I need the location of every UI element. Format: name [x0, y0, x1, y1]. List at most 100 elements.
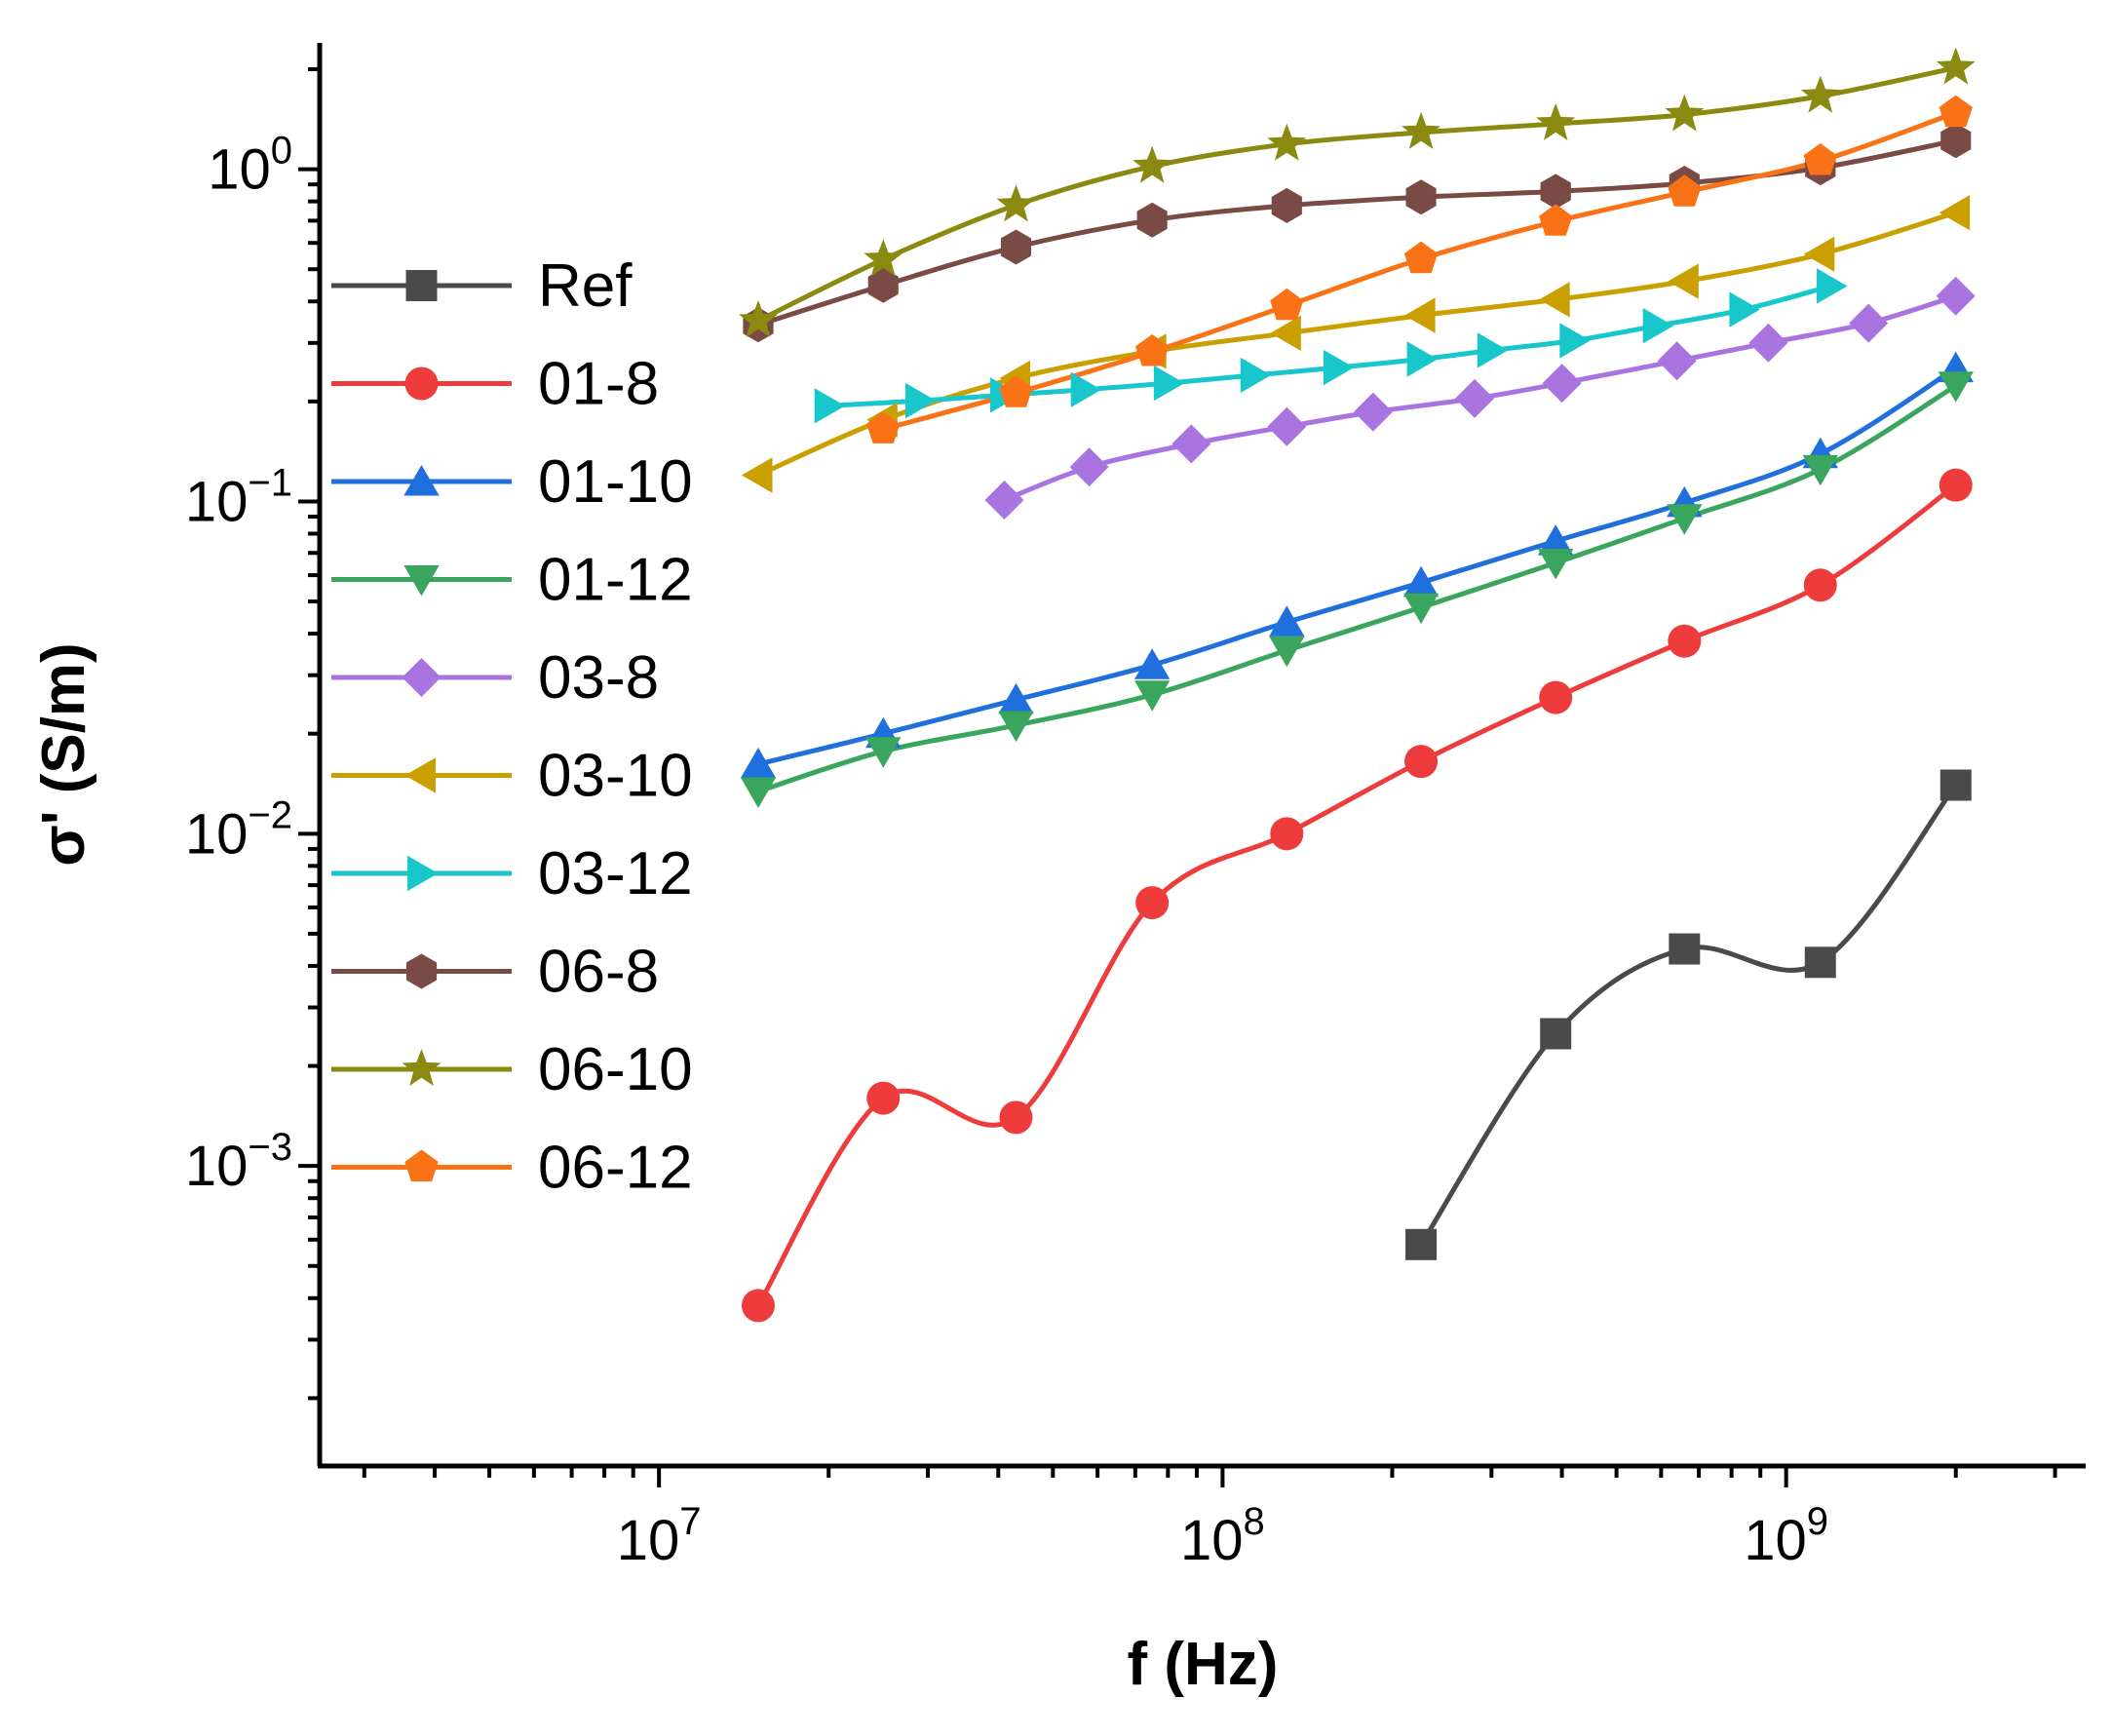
- data-point-01-10: [1269, 605, 1305, 637]
- data-point-06-12: [1668, 174, 1702, 207]
- legend-item-03-12: 03-12: [331, 840, 693, 907]
- data-point-03-8: [1353, 392, 1393, 432]
- data-point-06-12: [1270, 288, 1304, 321]
- legend-item-06-12: 06-12: [331, 1135, 693, 1202]
- plot-lines: [755, 65, 1958, 1307]
- data-point-01-12: [865, 737, 902, 768]
- data-point-06-10: [1665, 94, 1705, 132]
- legend-marker-star: [402, 1049, 442, 1086]
- legend-label: 01-10: [538, 448, 693, 516]
- data-point-ref: [1405, 1228, 1438, 1260]
- x-tick-label: 107: [617, 1500, 702, 1572]
- data-point-01-10: [1402, 565, 1440, 598]
- series-line-01-8: [755, 482, 1958, 1307]
- plot-markers: [739, 47, 1976, 1323]
- data-point-01-8: [1803, 568, 1837, 602]
- data-point-01-12: [740, 777, 777, 808]
- legend-label: 03-12: [538, 840, 693, 907]
- data-point-01-8: [1270, 817, 1304, 851]
- legend-label: 06-8: [538, 939, 659, 1006]
- data-point-03-8: [1936, 276, 1976, 316]
- data-point-03-10: [1668, 263, 1699, 299]
- data-point-03-12: [1323, 349, 1355, 386]
- data-point-03-8: [1542, 364, 1582, 404]
- data-point-01-12: [1134, 680, 1171, 712]
- data-point-03-8: [1748, 323, 1788, 363]
- data-point-03-10: [1270, 315, 1301, 351]
- data-point-03-12: [1240, 357, 1272, 393]
- data-point-06-12: [999, 375, 1033, 407]
- series-line-06-10: [756, 65, 1957, 324]
- data-point-06-12: [1803, 143, 1837, 175]
- data-point-03-12: [1642, 308, 1674, 344]
- y-axis-title: σ' (S/m): [30, 642, 97, 866]
- data-point-01-8: [1539, 680, 1573, 714]
- legend-label: Ref: [538, 252, 633, 320]
- data-point-06-10: [1936, 47, 1976, 85]
- data-point-06-12: [1539, 204, 1573, 236]
- data-point-01-8: [1404, 745, 1439, 779]
- legend-marker-triangle-right: [407, 855, 439, 892]
- data-point-06-8: [1540, 174, 1571, 210]
- data-point-06-12: [1403, 241, 1439, 274]
- legend-item-01-10: 01-10: [331, 448, 693, 516]
- y-tick-label: 10−3: [185, 1126, 292, 1198]
- legend-marker-triangle-up: [403, 465, 440, 496]
- data-point-01-8: [999, 1100, 1033, 1135]
- data-point-01-8: [866, 1081, 901, 1115]
- data-point-01-12: [1538, 549, 1574, 580]
- data-point-03-12: [814, 388, 846, 424]
- data-point-06-10: [1402, 111, 1440, 149]
- axes: [317, 43, 2086, 1469]
- series-line-ref: [1418, 783, 1958, 1247]
- data-point-01-12: [1269, 636, 1305, 668]
- data-point-01-8: [1668, 624, 1702, 658]
- legend-label: 06-10: [538, 1036, 693, 1103]
- data-point-06-10: [1267, 123, 1307, 161]
- data-point-03-12: [905, 382, 937, 419]
- x-tick-label: 109: [1744, 1500, 1828, 1572]
- y-tick-label: 100: [208, 130, 292, 202]
- legend-item-03-8: 03-8: [331, 644, 659, 712]
- legend-item-01-12: 01-12: [331, 547, 693, 614]
- legend-marker-circle: [404, 366, 439, 401]
- data-point-03-12: [1153, 365, 1185, 402]
- data-point-06-8: [1136, 202, 1168, 238]
- data-point-03-12: [1406, 341, 1439, 377]
- data-point-06-10: [1800, 75, 1840, 113]
- data-point-06-10: [1536, 103, 1576, 140]
- data-point-06-10: [1133, 145, 1172, 183]
- data-point-03-8: [1657, 341, 1697, 381]
- series-line-01-10: [757, 366, 1958, 767]
- data-point-01-10: [1134, 648, 1171, 679]
- data-point-ref: [1540, 1018, 1572, 1050]
- data-point-03-10: [1939, 195, 1971, 231]
- data-point-03-8: [1455, 378, 1494, 418]
- legend-marker-triangle-left: [404, 757, 436, 793]
- x-axis-title: f (Hz): [1128, 1631, 1279, 1698]
- legend-item-ref: Ref: [331, 252, 633, 320]
- data-point-01-10: [740, 747, 777, 779]
- legend-label: 03-10: [538, 743, 693, 810]
- data-point-06-8: [867, 267, 899, 303]
- legend-item-06-10: 06-10: [331, 1036, 693, 1103]
- data-point-03-10: [742, 457, 773, 493]
- data-point-03-8: [1069, 447, 1109, 487]
- data-point-06-12: [1135, 334, 1170, 366]
- y-tick-label: 10−2: [185, 793, 292, 866]
- data-point-01-8: [741, 1289, 775, 1323]
- data-point-06-10: [864, 239, 903, 277]
- tick-labels: 107 108 109 10−3 10−2 10−1 100: [185, 130, 1828, 1572]
- data-point-01-12: [1938, 371, 1974, 403]
- legend-marker-pentagon: [404, 1149, 439, 1182]
- legend-label: 01-8: [538, 351, 659, 418]
- legend-item-03-10: 03-10: [331, 743, 693, 810]
- legend-marker-hexagon: [405, 953, 438, 989]
- data-point-01-10: [1538, 524, 1574, 556]
- data-point-ref: [1939, 769, 1972, 801]
- data-point-01-8: [1135, 886, 1170, 920]
- data-point-03-8: [1171, 424, 1211, 464]
- data-point-01-12: [1802, 454, 1838, 486]
- legend-label: 01-12: [538, 547, 693, 614]
- data-point-06-8: [1405, 179, 1437, 215]
